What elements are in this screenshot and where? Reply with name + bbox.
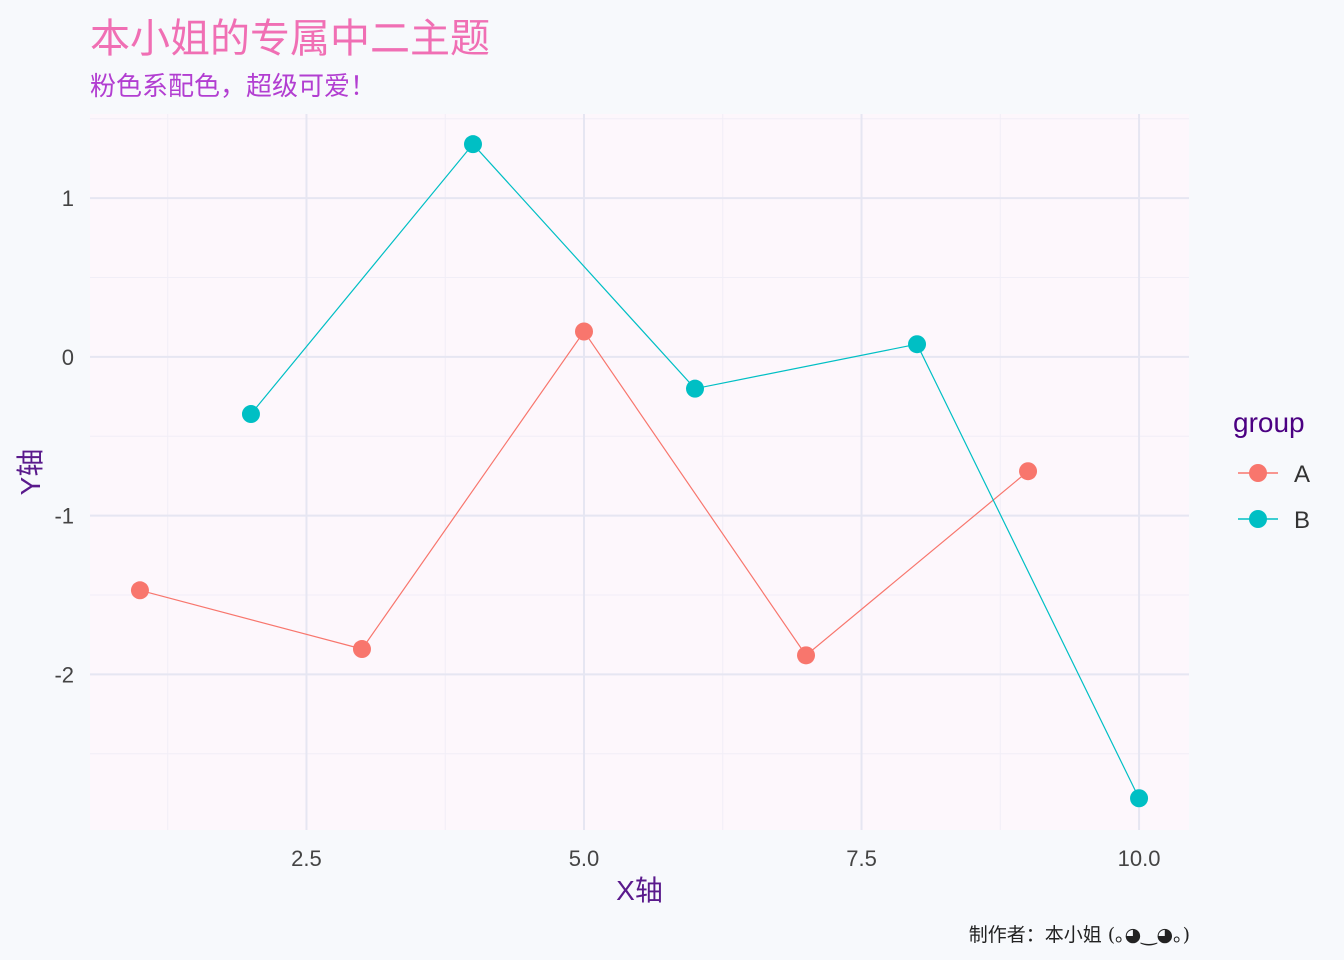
y-tick-label: -1: [54, 504, 74, 529]
minor-gridlines: [90, 114, 1189, 830]
data-point: [686, 379, 705, 398]
y-tick-label: 1: [62, 186, 74, 211]
data-point: [908, 335, 927, 354]
data-point: [463, 135, 482, 154]
chart-caption: 制作者：本小姐 (｡◕‿◕｡): [968, 924, 1190, 946]
legend-key-marker: [1249, 510, 1267, 528]
y-tick-label: -2: [54, 662, 74, 687]
data-point: [352, 640, 371, 659]
data-point: [1019, 462, 1038, 481]
x-tick-label: 7.5: [846, 846, 877, 871]
chart-title: 本小姐的专属中二主题: [90, 16, 490, 62]
chart-subtitle: 粉色系配色，超级可爱！: [90, 72, 377, 102]
data-point: [1130, 789, 1149, 808]
x-tick-label: 2.5: [291, 846, 322, 871]
legend-key-A: [1238, 464, 1278, 482]
y-axis-title: Y轴: [15, 449, 46, 496]
data-point: [797, 646, 816, 665]
legend-label-A: A: [1294, 461, 1310, 488]
x-axis-title: X轴: [616, 875, 663, 906]
x-tick-label: 5.0: [569, 846, 600, 871]
y-tick-label: 0: [62, 345, 74, 370]
legend: group AB: [1233, 407, 1310, 534]
data-point: [241, 405, 260, 424]
data-point: [130, 581, 149, 600]
series-B: [241, 135, 1149, 808]
series-A: [130, 322, 1038, 665]
x-tick-label: 10.0: [1118, 846, 1161, 871]
legend-key-B: [1238, 510, 1278, 528]
major-gridlines: [90, 114, 1189, 830]
series-layer: [130, 135, 1149, 808]
plot-panel: [90, 114, 1189, 830]
data-point: [574, 322, 593, 341]
legend-key-marker: [1249, 464, 1267, 482]
legend-label-B: B: [1294, 507, 1310, 534]
legend-title: group: [1233, 407, 1305, 438]
axis-ticks: 2.5 5.0 7.5 10.0 1 0 -1 -2: [54, 186, 1160, 871]
